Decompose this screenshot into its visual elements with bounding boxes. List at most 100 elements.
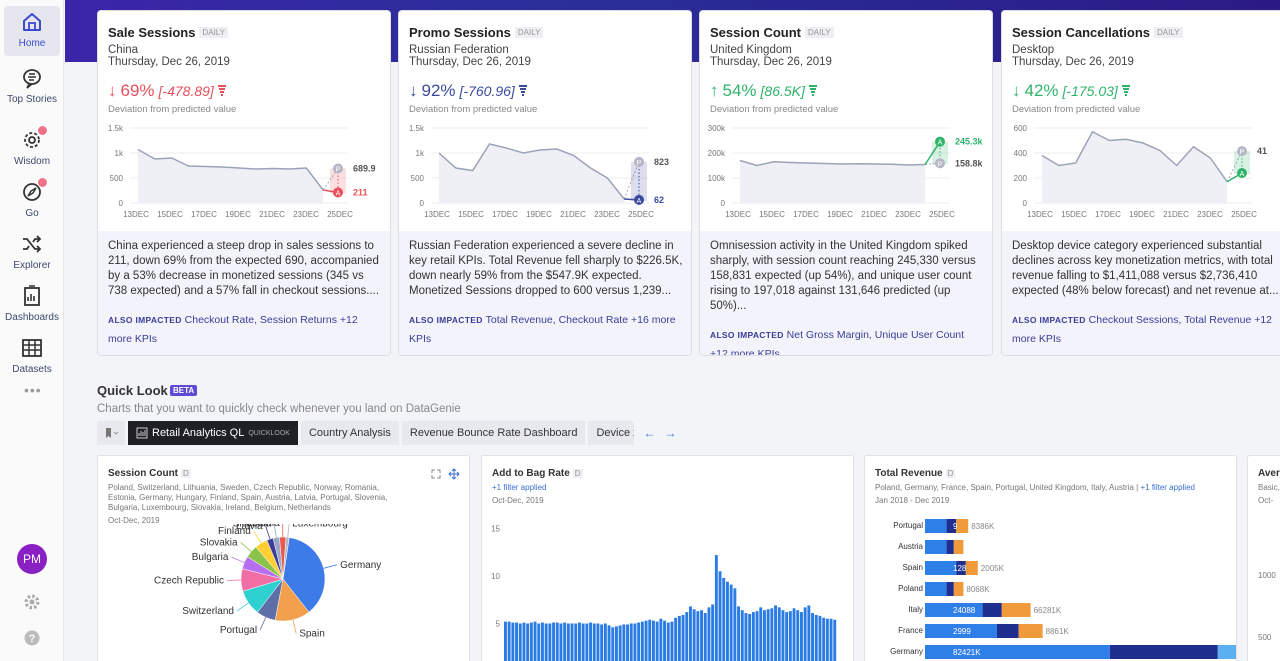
- session-count-pie-chart: Germany Spain Portugal Switzerland Czech Rep…: [154, 524, 381, 639]
- help-icon[interactable]: ?: [22, 628, 42, 648]
- deviation-note: Deviation from predicted value: [409, 104, 538, 115]
- quick-look-title: Quick Look: [97, 383, 168, 398]
- bar: [689, 606, 692, 661]
- predicted-value-label: 41: [1257, 146, 1267, 156]
- expand-icon[interactable]: [431, 469, 441, 479]
- tab-revenue-bounce-rate-dashboard[interactable]: Revenue Bounce Rate Dashboard: [401, 421, 586, 445]
- story-summary-box: Russian Federation experienced a severe …: [399, 231, 691, 355]
- total-revenue-panel: Total Revenue D Poland, Germany, France, …: [864, 455, 1237, 661]
- panel-filters: Basic,: [1258, 483, 1280, 492]
- bar: [700, 610, 703, 661]
- sidebar-item-dashboards[interactable]: Dashboards: [4, 280, 60, 330]
- sidebar-item-home[interactable]: Home: [4, 6, 60, 56]
- session-count-panel: Session Count D Poland, Switzerland, Lith…: [97, 455, 470, 661]
- bar: [629, 623, 633, 661]
- bar: [552, 622, 555, 661]
- pie-leader-line: [323, 564, 338, 569]
- sidebar-item-top-stories[interactable]: Top Stories: [4, 62, 60, 112]
- actual-point: [1237, 168, 1247, 178]
- bar-value-label: 9: [953, 522, 958, 531]
- tab-country-analysis[interactable]: Country Analysis: [300, 421, 399, 445]
- notification-badge: [37, 125, 48, 136]
- also-impacted-link[interactable]: ALSO IMPACTED Total Revenue, Checkout Rat…: [409, 314, 676, 345]
- bar: [785, 612, 789, 661]
- panel-title: Session Count D: [108, 468, 191, 479]
- x-tick-label: 19DEC: [1129, 210, 1155, 219]
- sidebar-item-explorer[interactable]: Explorer: [4, 228, 60, 278]
- pie-slice: [282, 536, 290, 580]
- bar-segment: [965, 561, 978, 575]
- tabs-prev-arrow-icon[interactable]: ←: [643, 426, 656, 440]
- story-card[interactable]: Promo Sessions DAILY Russian Federation T…: [398, 10, 692, 356]
- trend-arrow-icon: ↑: [710, 81, 719, 100]
- tab-retail-analytics-ql[interactable]: Retail Analytics QL QUICKLOOK: [128, 421, 298, 445]
- bar: [626, 624, 629, 661]
- add-to-bag-bar-chart: 15 10 5: [491, 525, 837, 661]
- also-impacted-link[interactable]: ALSO IMPACTED Net Gross Margin, Unique Us…: [710, 329, 965, 356]
- sidebar-item-label: Explorer: [13, 260, 51, 271]
- actual-marker-label: A: [938, 140, 943, 147]
- bar-value-label: 8386K: [971, 522, 995, 531]
- panel-filters: Poland, Germany, France, Spain, Portugal…: [875, 483, 1195, 492]
- chart-area: [1042, 131, 1228, 203]
- bar: [777, 607, 781, 661]
- sidebar-item-wisdom[interactable]: Wisdom: [4, 124, 60, 174]
- bar: [803, 607, 807, 661]
- bar: [681, 614, 685, 661]
- y-tick-label: 0: [721, 199, 726, 208]
- bar-segment: [925, 582, 947, 596]
- bar: [763, 610, 766, 661]
- total-revenue-bar-chart: Portugal 9 8386K Austria Spain 128 2005K Poland…: [890, 519, 1236, 659]
- bar: [515, 622, 518, 661]
- story-date: Thursday, Dec 26, 2019: [108, 56, 230, 68]
- bar: [559, 623, 563, 661]
- deviation-value: 69%: [120, 81, 155, 100]
- bar: [596, 623, 600, 661]
- bar: [796, 610, 800, 661]
- move-icon[interactable]: [448, 468, 460, 480]
- tabs-next-arrow-icon[interactable]: →: [664, 426, 677, 440]
- story-card[interactable]: Session Count DAILY United Kingdom Thursd…: [699, 10, 993, 356]
- story-card[interactable]: Session Cancellations DAILY Desktop Thurs…: [1001, 10, 1280, 356]
- y-tick-label: 500: [411, 174, 425, 183]
- panel-date: Jan 2018 - Dec 2019: [875, 496, 950, 505]
- bar: [652, 620, 655, 661]
- bar: [748, 614, 752, 661]
- bar: [829, 618, 833, 661]
- x-tick-label: 21DEC: [1163, 210, 1189, 219]
- bar: [644, 620, 648, 661]
- story-segment: United Kingdom: [710, 44, 792, 56]
- y-tick-label: 600: [1014, 124, 1028, 133]
- avatar[interactable]: PM: [17, 544, 47, 574]
- pie-leader-line: [236, 602, 249, 612]
- x-tick-label: 23DEC: [594, 210, 620, 219]
- gear-icon[interactable]: [22, 592, 42, 612]
- y-tick-label: 15: [491, 525, 500, 534]
- pie-leader-line: [240, 542, 252, 552]
- sidebar-item-datasets[interactable]: Datasets: [4, 332, 60, 382]
- series-line: [137, 148, 324, 191]
- tab-device[interactable]: Device x: [588, 421, 635, 445]
- also-impacted-link[interactable]: ALSO IMPACTED Checkout Rate, Session Retu…: [108, 314, 358, 345]
- chart-area: [740, 160, 926, 203]
- bar: [822, 617, 826, 661]
- story-card[interactable]: Sale Sessions DAILY China Thursday, Dec 2…: [97, 10, 391, 356]
- bar: [581, 623, 585, 661]
- bar: [659, 618, 663, 661]
- x-tick-label: 13DEC: [725, 210, 751, 219]
- story-title: Promo Sessions: [409, 25, 511, 40]
- series-line: [1041, 130, 1228, 183]
- pie-slice: [282, 537, 326, 613]
- bar: [722, 577, 726, 661]
- sidebar-item-go[interactable]: Go: [4, 176, 60, 226]
- more-icon[interactable]: •••: [24, 382, 42, 398]
- y-tick-label: 200k: [708, 149, 726, 158]
- also-impacted-link[interactable]: ALSO IMPACTED Checkout Sessions, Total Re…: [1012, 314, 1273, 345]
- bookmark-dropdown[interactable]: [97, 421, 125, 445]
- x-tick-label: 13DEC: [123, 210, 149, 219]
- bar: [770, 608, 774, 661]
- bar: [788, 611, 792, 661]
- bar: [544, 623, 548, 661]
- deviation-band: [631, 161, 647, 201]
- filter-link[interactable]: +1 filter applied: [492, 483, 547, 492]
